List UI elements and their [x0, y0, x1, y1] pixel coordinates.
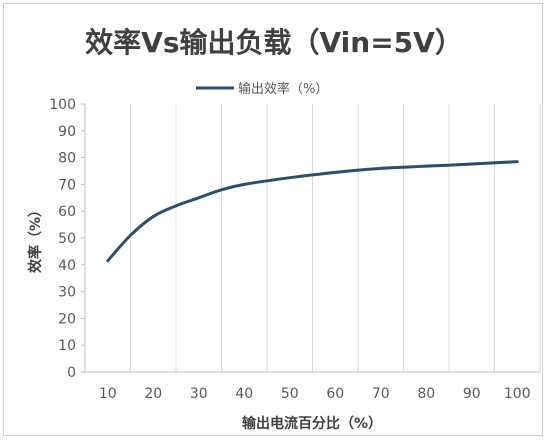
y-tick-label: 60 — [58, 204, 76, 220]
x-tick-label: 70 — [372, 386, 390, 402]
y-tick-label: 70 — [58, 177, 76, 193]
y-tick-label: 10 — [58, 338, 76, 354]
y-tick-label: 30 — [58, 285, 76, 301]
x-axis-label: 输出电流百分比（%） — [242, 415, 382, 432]
x-tick-label: 90 — [463, 386, 481, 402]
grid — [84, 104, 541, 372]
y-tick-label: 0 — [67, 365, 76, 381]
y-tick-label: 90 — [58, 124, 76, 140]
chart-title: 效率Vs输出负载（Vin=5V） — [85, 26, 463, 59]
series-line-efficiency — [106, 160, 519, 263]
y-tick-label: 40 — [58, 258, 76, 274]
series-layer — [106, 160, 519, 263]
x-tick-label: 40 — [235, 386, 253, 402]
x-tick-label: 100 — [504, 386, 531, 402]
y-axis-label: 效率（%） — [27, 203, 44, 273]
x-tick-label: 60 — [326, 386, 344, 402]
x-tick-label: 30 — [190, 386, 208, 402]
y-tick-labels: 0 10 20 30 40 50 60 70 80 90 100 — [49, 97, 85, 381]
x-tick-labels: 10 20 30 40 50 60 70 80 90 100 — [99, 386, 531, 402]
y-tick-label: 80 — [58, 151, 76, 167]
y-tick-label: 100 — [49, 97, 76, 113]
x-tick-label: 10 — [99, 386, 117, 402]
x-tick-label: 50 — [281, 386, 299, 402]
x-tick-label: 80 — [417, 386, 435, 402]
legend: 输出效率（%） — [196, 81, 328, 97]
y-tick-label: 50 — [58, 231, 76, 247]
x-tick-label: 20 — [144, 386, 162, 402]
legend-label: 输出效率（%） — [238, 81, 328, 97]
y-tick-label: 20 — [58, 311, 76, 327]
chart-frame — [3, 3, 543, 436]
